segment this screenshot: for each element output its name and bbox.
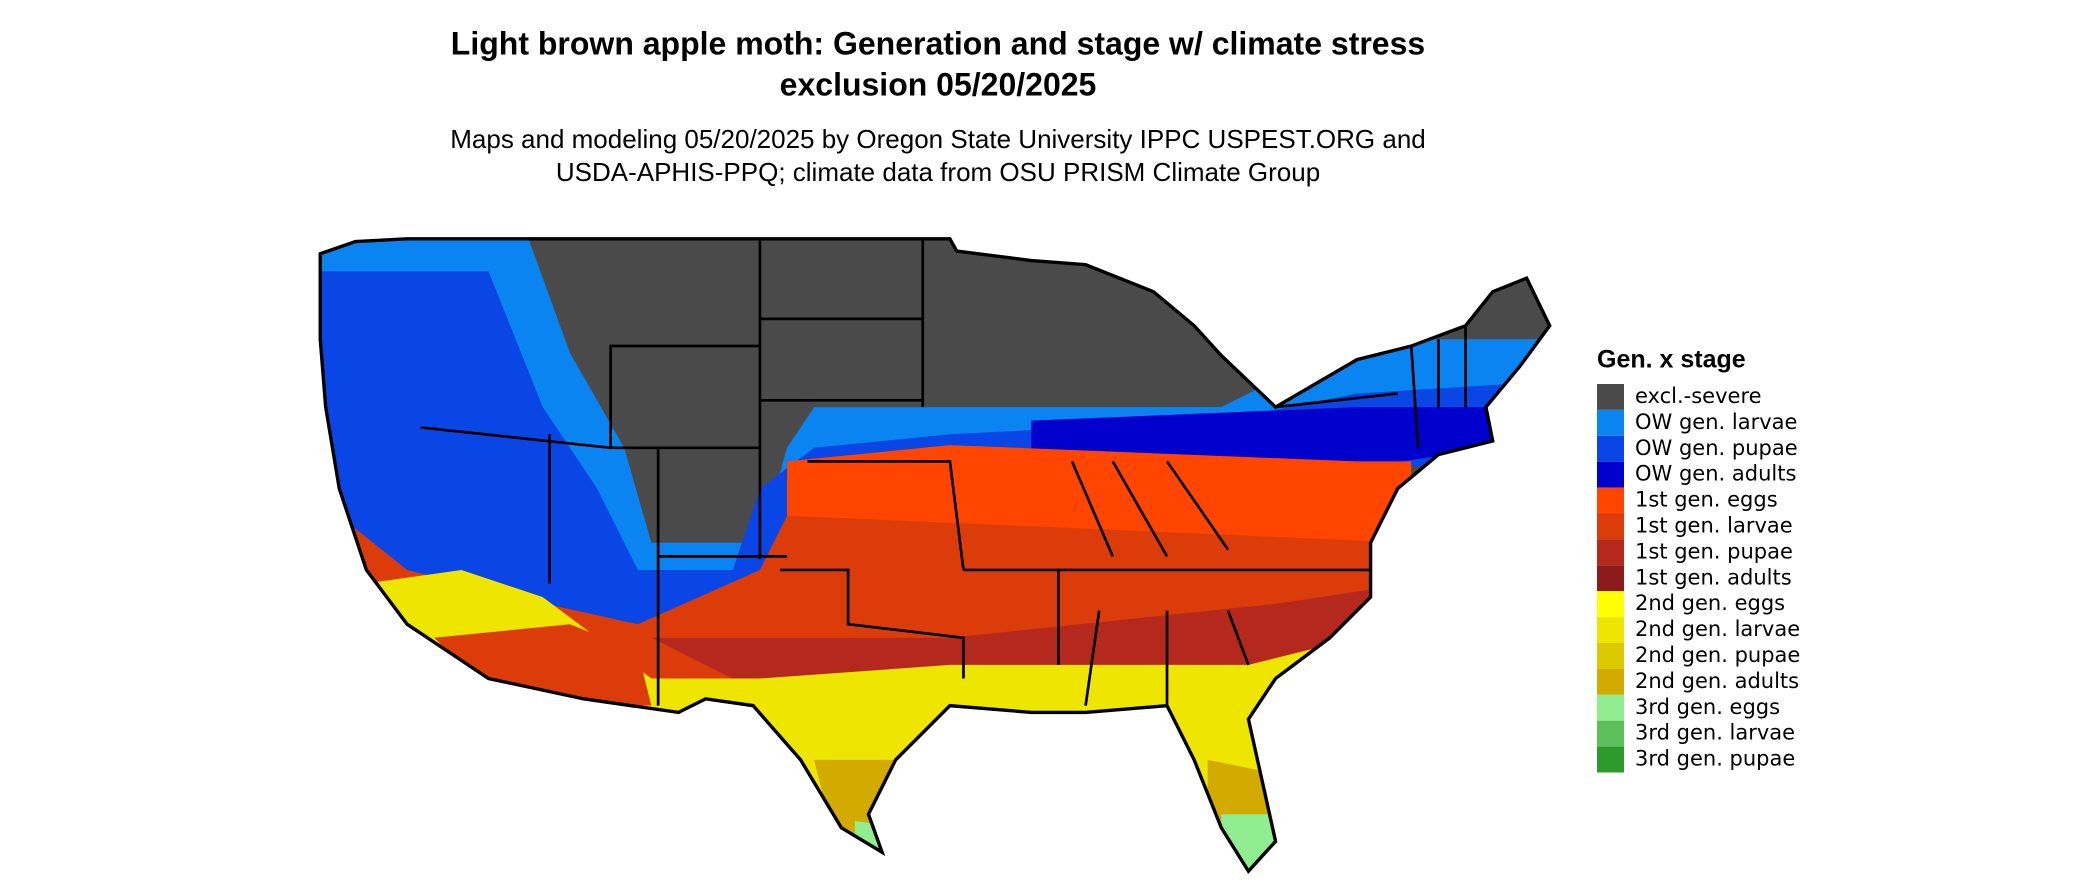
title: Light brown apple moth: Generation and s… [451, 25, 1425, 61]
title: exclusion 05/20/2025 [780, 66, 1097, 102]
zone [854, 820, 910, 869]
legend-swatch [1597, 643, 1624, 669]
legend-swatch [1597, 513, 1624, 540]
zone [1031, 407, 1493, 469]
legend-swatch [1597, 384, 1624, 410]
legend-swatch [1597, 409, 1624, 436]
legend-label: 1st gen. larvae [1635, 514, 1793, 538]
legend-label: 2nd gen. eggs [1635, 591, 1785, 615]
legend-swatch [1597, 694, 1624, 721]
legend-label: 2nd gen. larvae [1635, 617, 1800, 641]
legend-title: Gen. x stage [1597, 346, 1746, 374]
map [318, 237, 1552, 873]
legend-label: OW gen. larvae [1635, 410, 1797, 434]
subtitle: USDA-APHIS-PPQ; climate data from OSU PR… [556, 157, 1320, 187]
legend-label: OW gen. adults [1635, 462, 1796, 486]
legend-swatch [1597, 617, 1624, 643]
legend-label: 3rd gen. larvae [1635, 721, 1795, 745]
legend-label: 1st gen. pupae [1635, 539, 1793, 563]
subtitle: Maps and modeling 05/20/2025 by Oregon S… [450, 124, 1426, 154]
legend-swatch [1597, 746, 1624, 773]
legend-swatch [1597, 591, 1624, 618]
legend-label: 3rd gen. eggs [1635, 695, 1780, 719]
legend-label: OW gen. pupae [1635, 436, 1798, 460]
zone [1221, 814, 1283, 872]
legend-swatch [1597, 487, 1624, 514]
legend-label: excl.-severe [1635, 384, 1762, 408]
legend-swatch [1597, 435, 1624, 462]
legend-label: 3rd gen. pupae [1635, 747, 1795, 771]
state-lines [420, 238, 1467, 706]
legend-label: 1st gen. eggs [1635, 488, 1778, 512]
legend-label: 1st gen. adults [1635, 565, 1792, 589]
legend-label: 2nd gen. pupae [1635, 643, 1800, 667]
legend-swatch [1597, 539, 1624, 566]
legend-label: 2nd gen. adults [1635, 669, 1799, 693]
legend-swatch [1597, 668, 1624, 695]
legend-swatch [1597, 565, 1624, 592]
legend-swatch [1597, 461, 1624, 488]
legend-swatch [1597, 720, 1624, 747]
